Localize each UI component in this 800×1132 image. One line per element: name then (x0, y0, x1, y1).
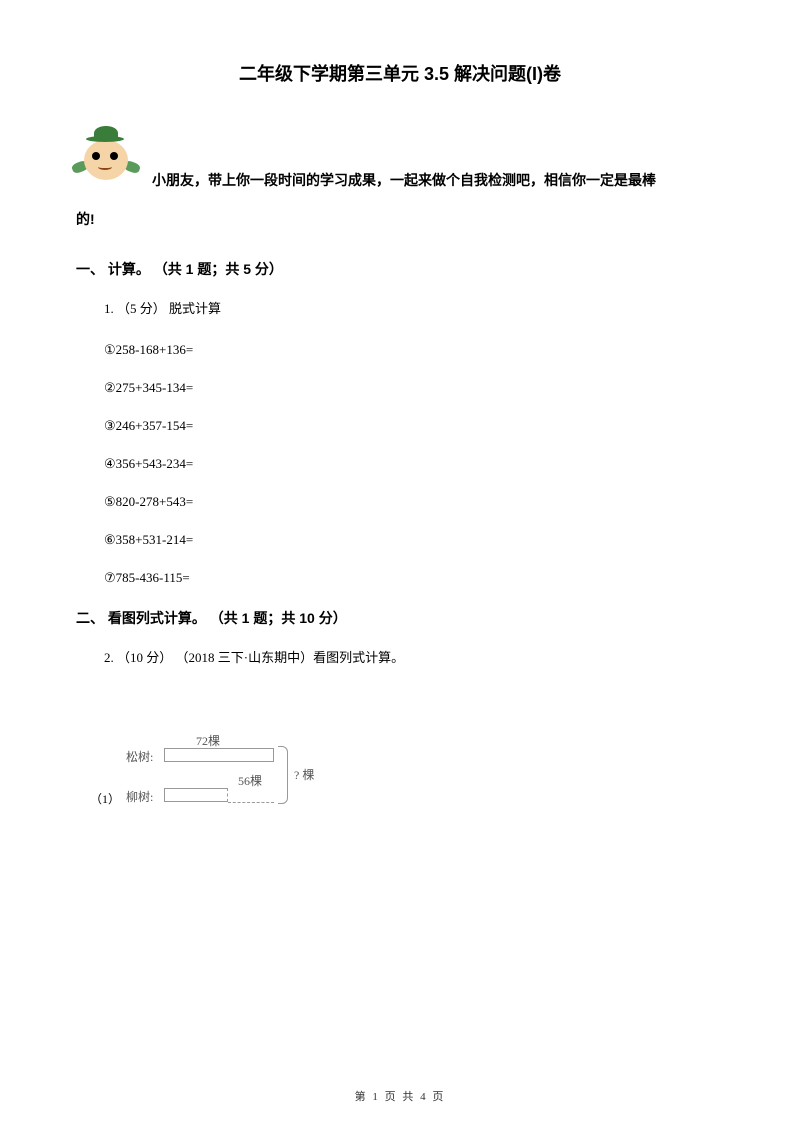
intro-text-line2: 的! (76, 204, 724, 235)
diagram-row1-label: 松树: (126, 748, 153, 765)
diagram-row2-label: 柳树: (126, 788, 153, 805)
expression-5: ⑤820-278+543= (104, 494, 724, 510)
page-footer: 第 1 页 共 4 页 (0, 1088, 800, 1104)
diagram-row2-value: 56棵 (238, 772, 262, 789)
question-1-label: 1. （5 分） 脱式计算 (104, 299, 724, 320)
diagram-bar-2 (164, 788, 228, 802)
diagram-dash-ext (228, 802, 274, 803)
mascot-icon (76, 126, 136, 196)
bar-diagram: （1） 松树: 72棵 柳树: 56棵 ? 棵 (126, 728, 426, 828)
section2-heading: 二、 看图列式计算。 （共 1 题；共 10 分） (76, 608, 724, 628)
intro-row: 小朋友，带上你一段时间的学习成果，一起来做个自我检测吧，相信你一定是最棒 (76, 126, 724, 196)
diagram-row1-value: 72棵 (196, 732, 220, 749)
expression-3: ③246+357-154= (104, 418, 724, 434)
expression-6: ⑥358+531-214= (104, 532, 724, 548)
question-2-label: 2. （10 分） （2018 三下·山东期中）看图列式计算。 (104, 648, 724, 669)
expression-4: ④356+543-234= (104, 456, 724, 472)
diagram-total-label: ? 棵 (294, 766, 314, 783)
sub-question-1: （1） (90, 790, 120, 807)
page-title: 二年级下学期第三单元 3.5 解决问题(I)卷 (76, 60, 724, 86)
section1-heading: 一、 计算。 （共 1 题；共 5 分） (76, 259, 724, 279)
diagram-brace-icon (278, 746, 288, 804)
intro-text-line1: 小朋友，带上你一段时间的学习成果，一起来做个自我检测吧，相信你一定是最棒 (152, 165, 656, 196)
expression-7: ⑦785-436-115= (104, 570, 724, 586)
diagram-bar-1 (164, 748, 274, 762)
expression-1: ①258-168+136= (104, 342, 724, 358)
expression-2: ②275+345-134= (104, 380, 724, 396)
